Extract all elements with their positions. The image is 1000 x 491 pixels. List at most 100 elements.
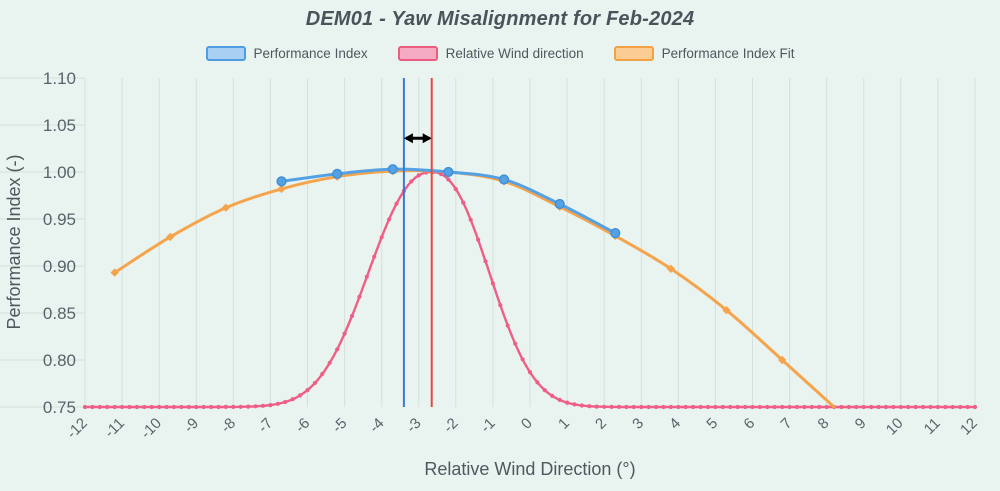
series-marker-relative-wind-direction [542, 388, 547, 393]
series-marker-relative-wind-direction [305, 388, 310, 393]
y-tick-label: 0.80 [43, 351, 76, 370]
series-marker-relative-wind-direction [527, 370, 533, 375]
series-marker-relative-wind-direction [476, 237, 481, 242]
series-marker-relative-wind-direction [579, 403, 585, 408]
x-tick-label: 4 [666, 415, 684, 433]
y-tick-label: 0.75 [43, 398, 76, 417]
series-marker-relative-wind-direction [772, 404, 777, 410]
series-marker-relative-wind-direction [787, 404, 792, 410]
series-marker-relative-wind-direction [112, 404, 117, 410]
series-marker-relative-wind-direction [950, 404, 955, 410]
series-marker-relative-wind-direction [327, 360, 332, 365]
series-marker-relative-wind-direction [809, 404, 814, 410]
x-tick-label: -11 [101, 415, 128, 442]
x-tick-label: 9 [852, 415, 870, 433]
series-marker-relative-wind-direction [728, 404, 733, 410]
x-tick-label: -9 [181, 415, 202, 436]
series-marker-relative-wind-direction [965, 404, 970, 410]
series-marker-performance-index [387, 164, 398, 175]
series-marker-relative-wind-direction [372, 254, 377, 259]
series-marker-relative-wind-direction [661, 404, 666, 410]
series-marker-relative-wind-direction [557, 397, 562, 402]
series-marker-relative-wind-direction [876, 404, 881, 410]
series-marker-relative-wind-direction [186, 404, 191, 410]
series-marker-relative-wind-direction [349, 313, 355, 319]
annotation-layer [402, 78, 433, 407]
series-marker-relative-wind-direction [364, 274, 369, 279]
series-marker-relative-wind-direction [780, 404, 785, 410]
series-marker-relative-wind-direction [357, 294, 362, 299]
x-tick-label: -8 [218, 415, 239, 436]
series-marker-relative-wind-direction [572, 402, 577, 407]
series-marker-relative-wind-direction [817, 404, 822, 410]
x-tick-label: 2 [592, 415, 610, 433]
series-marker-relative-wind-direction [624, 404, 629, 410]
series-marker-performance-index [610, 228, 621, 239]
series-marker-relative-wind-direction [705, 404, 711, 410]
series-marker-relative-wind-direction [461, 200, 466, 205]
series-line-performance-index-fit [113, 169, 836, 409]
series-marker-relative-wind-direction [142, 404, 147, 410]
legend-label: Performance Index Fit [661, 46, 795, 61]
series-marker-relative-wind-direction [490, 281, 495, 286]
series-marker-relative-wind-direction [683, 404, 688, 410]
series-marker-relative-wind-direction [179, 404, 184, 410]
y-axis-title: Performance Index (-) [4, 154, 24, 329]
series-marker-relative-wind-direction [90, 404, 95, 410]
series-marker-relative-wind-direction [157, 404, 162, 410]
legend-label: Relative Wind direction [445, 46, 584, 61]
legend-item-relative-wind-direction[interactable]: Relative Wind direction [397, 46, 584, 61]
series-marker-relative-wind-direction [446, 177, 451, 182]
series-marker-relative-wind-direction [246, 404, 251, 409]
series-marker-relative-wind-direction [846, 404, 852, 410]
series-marker-performance-index [554, 198, 565, 210]
series-marker-relative-wind-direction [164, 404, 169, 410]
series-marker-relative-wind-direction [149, 404, 154, 410]
series-marker-relative-wind-direction [698, 404, 703, 410]
x-tick-label: 3 [629, 415, 647, 433]
x-tick-label: -6 [292, 415, 313, 436]
series-marker-performance-index-fit [722, 306, 731, 315]
series-marker-relative-wind-direction [253, 404, 258, 409]
series-marker-performance-index-fit [277, 184, 286, 194]
series-marker-relative-wind-direction [216, 404, 221, 410]
series-marker-performance-index [332, 168, 343, 180]
series-marker-relative-wind-direction [550, 393, 555, 398]
y-tick-label: 1.05 [43, 116, 76, 135]
misalignment-arrow-head-right [422, 133, 432, 144]
x-tick-label: -7 [255, 415, 276, 436]
grid-layer [0, 77, 976, 408]
legend-swatch-performance-index-fit [613, 46, 654, 61]
series-marker-relative-wind-direction [342, 331, 347, 336]
series-marker-relative-wind-direction [223, 404, 228, 409]
series-marker-relative-wind-direction [483, 259, 488, 264]
series-marker-relative-wind-direction [639, 404, 644, 410]
series-marker-relative-wind-direction [416, 173, 421, 178]
series-marker-relative-wind-direction [898, 404, 903, 410]
series-marker-performance-index-fit [221, 203, 231, 212]
legend-item-performance-index[interactable]: Performance Index [205, 46, 368, 61]
series-marker-relative-wind-direction [312, 380, 317, 386]
series-marker-relative-wind-direction [394, 201, 399, 206]
legend-item-performance-index-fit[interactable]: Performance Index Fit [613, 46, 795, 61]
series-marker-relative-wind-direction [861, 404, 866, 410]
y-tick-label: 1.10 [43, 69, 76, 88]
series-marker-relative-wind-direction [935, 404, 941, 410]
series-marker-relative-wind-direction [906, 404, 911, 410]
series-layer [82, 164, 978, 410]
series-marker-relative-wind-direction [275, 401, 280, 406]
series-marker-relative-wind-direction [824, 404, 829, 410]
series-marker-relative-wind-direction [468, 217, 473, 222]
x-tick-label: 8 [815, 415, 833, 433]
series-marker-relative-wind-direction [891, 404, 896, 410]
series-marker-relative-wind-direction [238, 404, 243, 409]
series-marker-relative-wind-direction [498, 303, 503, 308]
x-tick-label: -4 [366, 415, 387, 436]
x-tick-label: 0 [518, 415, 536, 433]
series-marker-relative-wind-direction [802, 404, 807, 410]
series-marker-relative-wind-direction [283, 399, 288, 405]
series-marker-relative-wind-direction [379, 235, 384, 240]
series-marker-relative-wind-direction [676, 404, 681, 410]
series-marker-relative-wind-direction [565, 400, 570, 405]
